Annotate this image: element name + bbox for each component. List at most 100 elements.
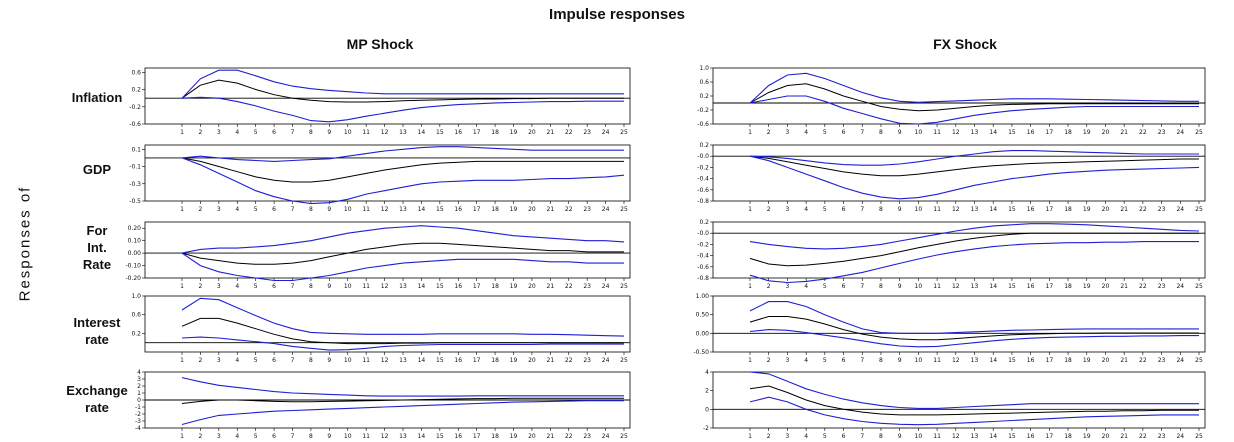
x-tick-label: 15 <box>1008 283 1016 290</box>
y-tick-label: -0.20 <box>125 275 141 282</box>
x-tick-label: 7 <box>291 206 295 213</box>
x-tick-label: 2 <box>767 433 771 440</box>
y-tick-label: 0.10 <box>128 238 142 245</box>
series-upper-line <box>749 223 1200 250</box>
series-upper-line <box>181 225 625 254</box>
x-tick-label: 20 <box>528 283 536 290</box>
x-tick-label: 19 <box>510 129 518 136</box>
row-label-line: rate <box>85 332 109 347</box>
x-tick-label: 6 <box>842 433 846 440</box>
x-tick-label: 16 <box>454 283 462 290</box>
x-tick-label: 12 <box>381 206 389 213</box>
x-tick-label: 3 <box>786 283 790 290</box>
x-tick-label: 18 <box>1064 283 1072 290</box>
x-tick-label: 5 <box>823 129 827 136</box>
x-tick-label: 21 <box>1120 357 1128 364</box>
x-tick-label: 1 <box>180 433 184 440</box>
x-tick-label: 12 <box>381 357 389 364</box>
x-tick-label: 7 <box>860 433 864 440</box>
y-tick-label: 0.2 <box>699 93 709 100</box>
x-tick-label: 13 <box>971 433 979 440</box>
x-tick-label: 18 <box>1064 206 1072 213</box>
x-tick-label: 10 <box>344 283 352 290</box>
x-tick-label: 4 <box>235 283 239 290</box>
x-tick-label: 10 <box>915 129 923 136</box>
row-label-1: GDP <box>47 161 147 178</box>
x-tick-label: 18 <box>1064 433 1072 440</box>
series-upper-line <box>181 297 625 337</box>
x-tick-label: 1 <box>748 206 752 213</box>
x-tick-label: 25 <box>620 206 628 213</box>
x-tick-label: 19 <box>1083 206 1091 213</box>
x-tick-label: 3 <box>786 206 790 213</box>
x-tick-label: 24 <box>602 433 610 440</box>
x-tick-label: 15 <box>436 129 444 136</box>
x-tick-label: 24 <box>1176 283 1184 290</box>
x-tick-label: 3 <box>786 129 790 136</box>
row-label-line: GDP <box>82 162 112 177</box>
x-tick-label: 15 <box>436 283 444 290</box>
y-tick-label: 2 <box>705 388 709 395</box>
x-tick-label: 22 <box>565 357 573 364</box>
x-tick-label: 19 <box>510 357 518 364</box>
x-tick-label: 22 <box>1139 129 1147 136</box>
x-tick-label: 15 <box>1008 206 1016 213</box>
x-tick-label: 3 <box>217 129 221 136</box>
panel-frame <box>712 144 1206 202</box>
x-tick-label: 22 <box>1139 206 1147 213</box>
row-label-line: rate <box>85 400 109 415</box>
x-tick-label: 4 <box>804 433 808 440</box>
x-tick-label: 1 <box>180 129 184 136</box>
x-tick-label: 8 <box>879 433 883 440</box>
x-tick-label: 24 <box>602 206 610 213</box>
row-label-line: Exchange <box>66 383 128 398</box>
x-tick-label: 17 <box>1046 283 1054 290</box>
x-tick-label: 14 <box>989 357 997 364</box>
x-tick-label: 6 <box>272 283 276 290</box>
x-tick-label: 21 <box>547 357 555 364</box>
x-tick-label: 4 <box>235 129 239 136</box>
x-tick-label: 17 <box>1046 357 1054 364</box>
x-tick-label: 11 <box>933 206 941 213</box>
x-tick-label: 6 <box>272 129 276 136</box>
y-tick-label: 0 <box>705 406 709 413</box>
column-title-mp-shock: MP Shock <box>346 36 414 52</box>
x-tick-label: 2 <box>767 357 771 364</box>
x-tick-label: 20 <box>528 129 536 136</box>
series-upper-line <box>181 377 624 397</box>
y-tick-label: -0.5 <box>129 198 141 205</box>
panel-4: 0.200.100.00-0.10-0.201 2 3 4 5 6 7 8 9 10 11 12 13 1… <box>125 221 631 290</box>
x-tick-label: 6 <box>842 357 846 364</box>
x-tick-label: 16 <box>1027 283 1035 290</box>
y-tick-label: 4 <box>705 369 709 376</box>
row-label-4: Exchange rate <box>47 382 147 416</box>
x-tick-label: 22 <box>565 206 573 213</box>
y-tick-label: -0.3 <box>129 181 141 188</box>
x-tick-label: 25 <box>620 283 628 290</box>
panel-9: 420-21 2 3 4 5 6 7 8 9 10 11 12 13 14 15 16 17 18 19 20 21 22… <box>703 369 1206 440</box>
x-tick-label: 25 <box>1195 357 1203 364</box>
x-tick-label: 23 <box>583 206 591 213</box>
y-tick-label: 0.2 <box>131 330 141 337</box>
y-tick-label: 0.20 <box>128 225 142 232</box>
x-tick-label: 5 <box>823 433 827 440</box>
x-tick-label: 9 <box>327 129 331 136</box>
x-tick-label: 3 <box>217 283 221 290</box>
x-tick-label: 17 <box>473 283 481 290</box>
series-lower-line <box>181 336 624 351</box>
x-tick-label: 12 <box>952 357 960 364</box>
x-tick-label: 9 <box>898 283 902 290</box>
x-tick-label: 16 <box>454 433 462 440</box>
x-tick-label: 8 <box>309 433 313 440</box>
x-tick-label: 4 <box>235 206 239 213</box>
x-tick-label: 23 <box>1158 283 1166 290</box>
y-tick-label: -1 <box>135 404 141 411</box>
x-tick-label: 9 <box>327 433 331 440</box>
y-tick-label: -0.0 <box>697 153 709 160</box>
x-tick-label: 21 <box>547 206 555 213</box>
x-tick-label: 17 <box>1046 433 1054 440</box>
x-tick-label: 5 <box>823 357 827 364</box>
panel-frame <box>144 295 631 353</box>
series-response-line <box>181 157 624 183</box>
y-tick-label: 0.00 <box>128 250 142 257</box>
